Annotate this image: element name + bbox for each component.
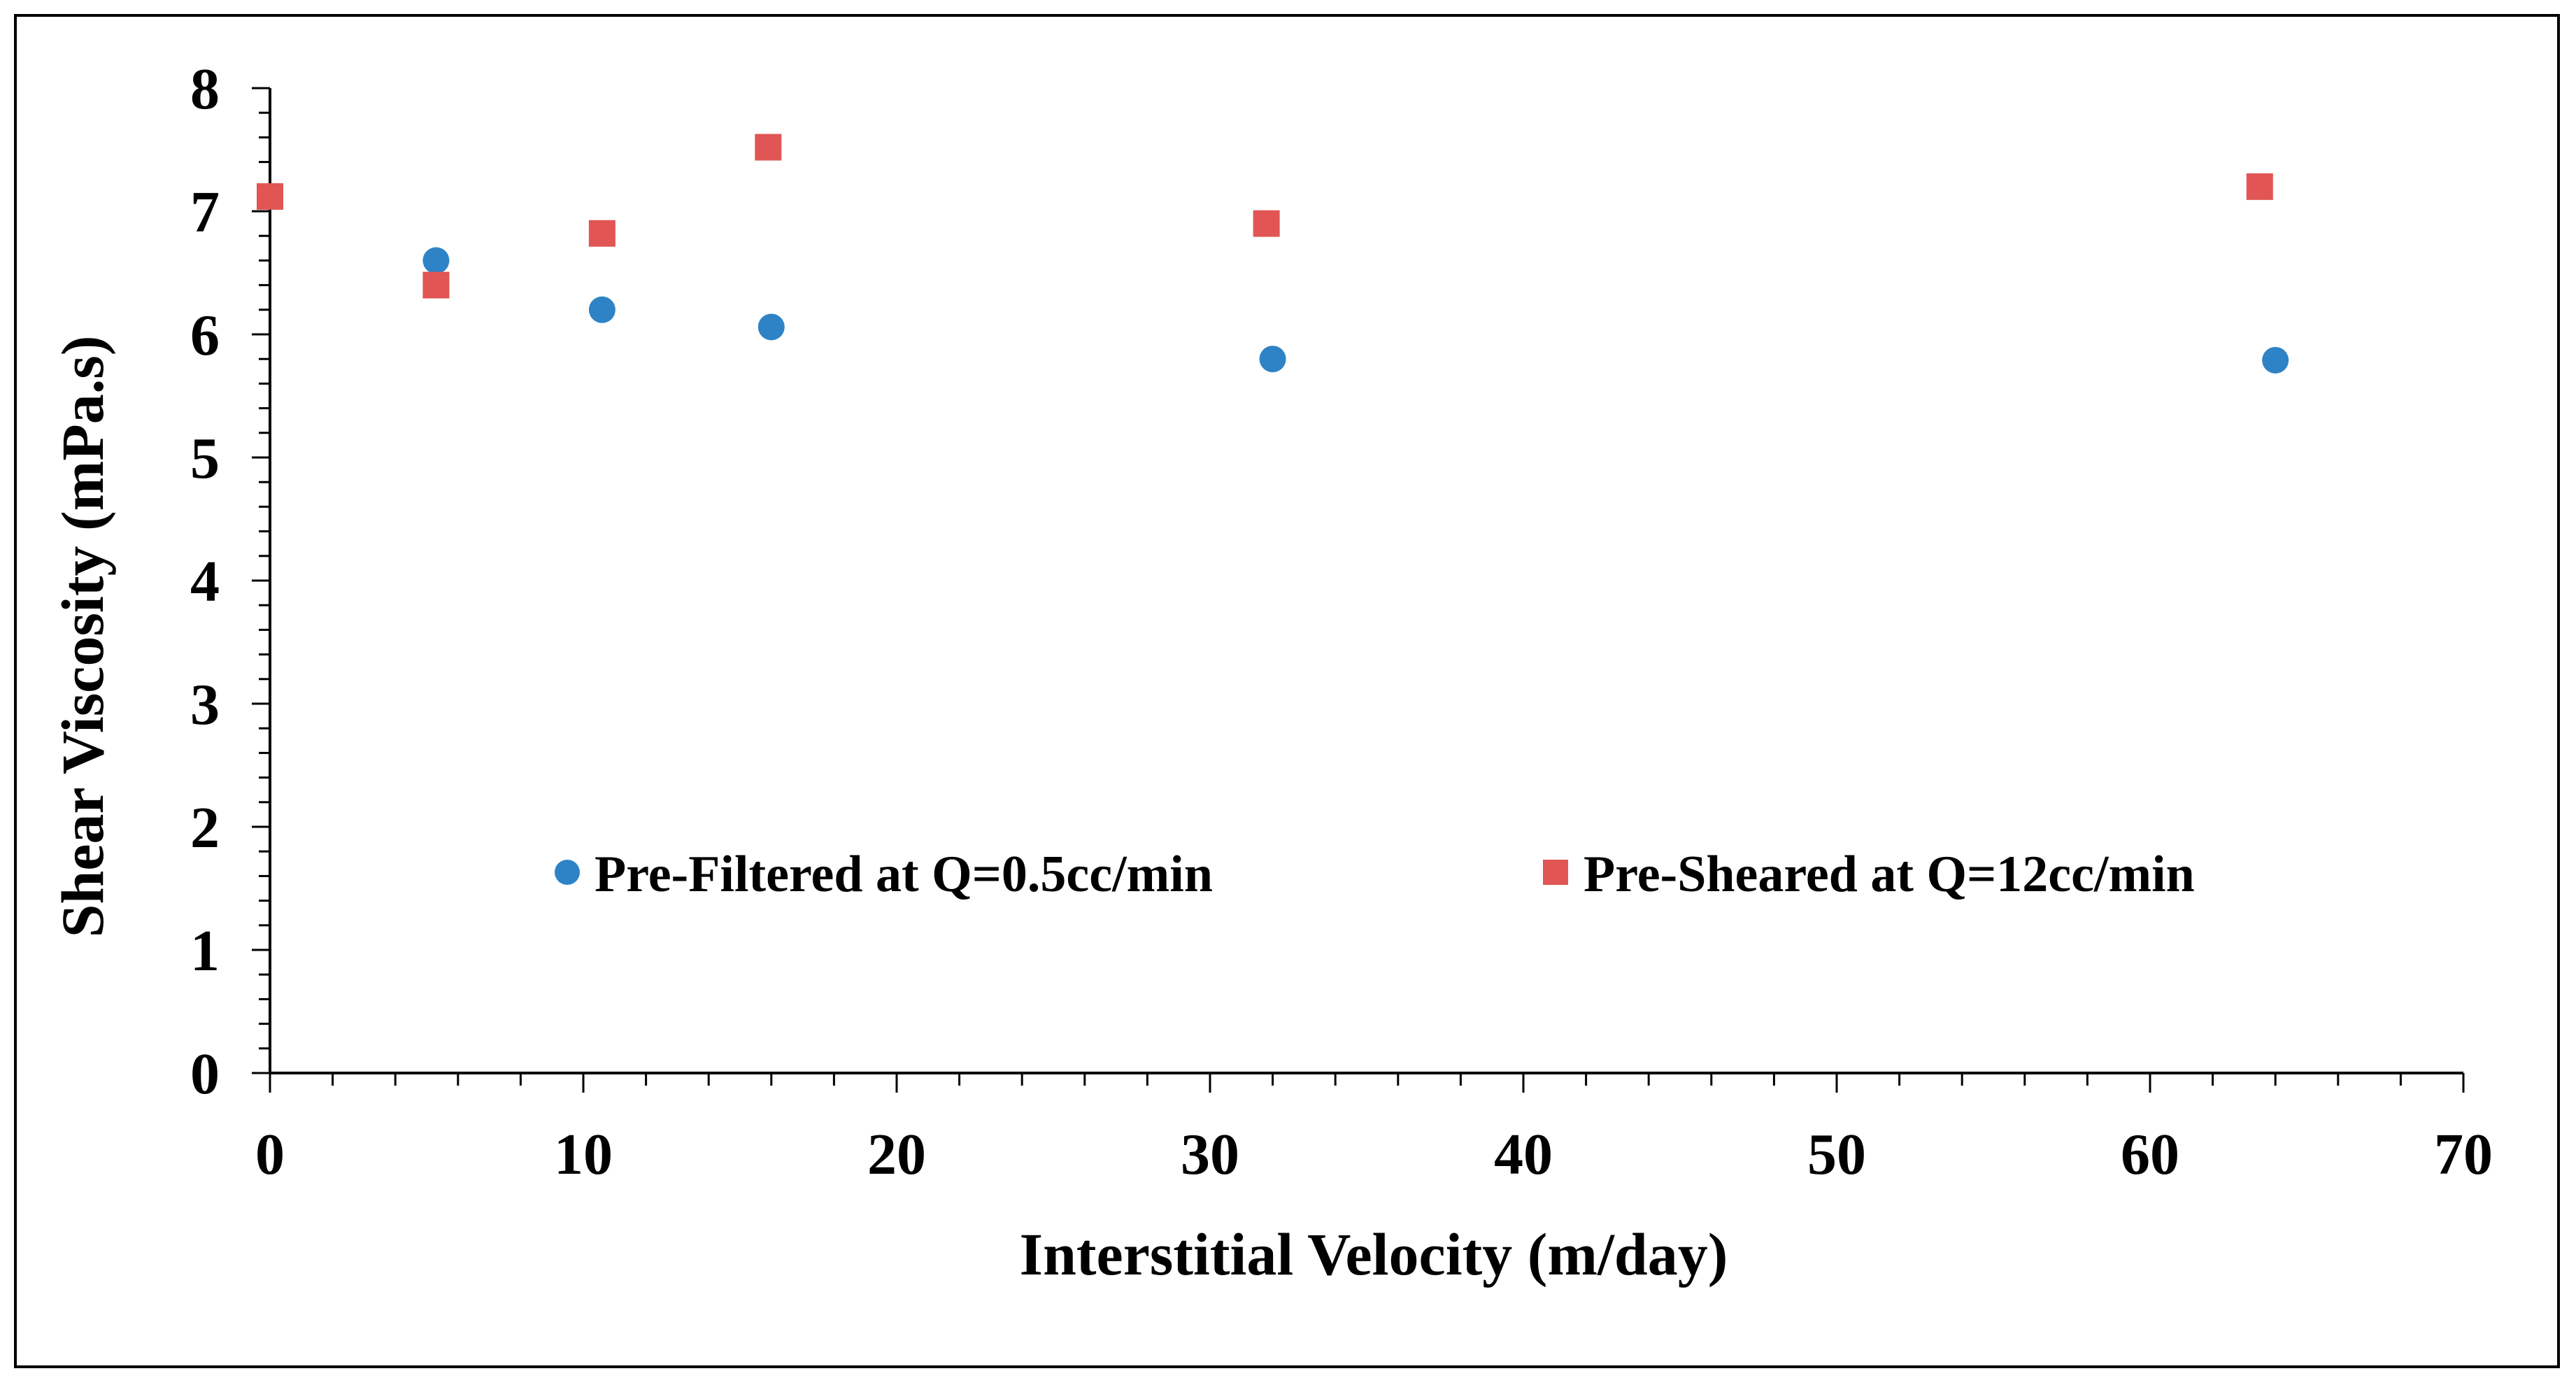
data-point-pre-filtered (422, 247, 450, 274)
x-axis-title: Interstitial Velocity (m/day) (1020, 1221, 1728, 1288)
y-tick-label: 0 (190, 1042, 220, 1107)
legend-marker-pre-filtered (555, 860, 580, 885)
y-tick-label: 8 (190, 57, 220, 122)
x-tick-label: 0 (255, 1122, 285, 1187)
chart-outer-border (14, 14, 2560, 1368)
legend: Pre-Filtered at Q=0.5cc/min Pre-Sheared … (555, 846, 2195, 903)
tick-labels: 0 1 2 3 4 5 6 7 8 0 10 20 30 40 50 60 70 (190, 57, 2493, 1187)
x-tick-label: 20 (867, 1122, 926, 1187)
y-tick-label: 5 (190, 426, 220, 491)
data-point-pre-filtered (757, 313, 785, 341)
data-point-pre-sheared (1253, 210, 1280, 237)
x-tick-label: 30 (1181, 1122, 1239, 1187)
x-tick-label: 10 (554, 1122, 613, 1187)
legend-label-pre-sheared: Pre-Sheared at Q=12cc/min (1584, 846, 2195, 903)
y-axis-title: Shear Viscosity (mPa.s) (49, 336, 116, 938)
y-tick-label: 3 (190, 672, 220, 737)
tick-marks (252, 87, 2465, 1093)
y-tick-label: 1 (190, 918, 220, 983)
data-point-pre-sheared (257, 183, 283, 210)
x-tick-label: 70 (2434, 1122, 2493, 1187)
data-points (257, 134, 2289, 374)
data-point-pre-sheared (422, 271, 450, 299)
data-point-pre-sheared (588, 220, 615, 247)
data-point-pre-sheared (755, 134, 782, 161)
data-point-pre-filtered (588, 296, 615, 323)
y-tick-label: 7 (190, 180, 220, 245)
data-point-pre-sheared (2246, 173, 2273, 200)
legend-marker-pre-sheared (1543, 860, 1568, 885)
x-tick-label: 50 (1807, 1122, 1866, 1187)
legend-label-pre-filtered: Pre-Filtered at Q=0.5cc/min (595, 846, 1213, 903)
y-tick-label: 4 (190, 549, 220, 614)
x-tick-label: 60 (2121, 1122, 2179, 1187)
y-tick-label: 6 (190, 303, 220, 368)
x-tick-label: 40 (1494, 1122, 1553, 1187)
y-tick-label: 2 (190, 795, 220, 860)
data-point-pre-filtered (2262, 346, 2289, 374)
data-point-pre-filtered (1259, 346, 1286, 373)
